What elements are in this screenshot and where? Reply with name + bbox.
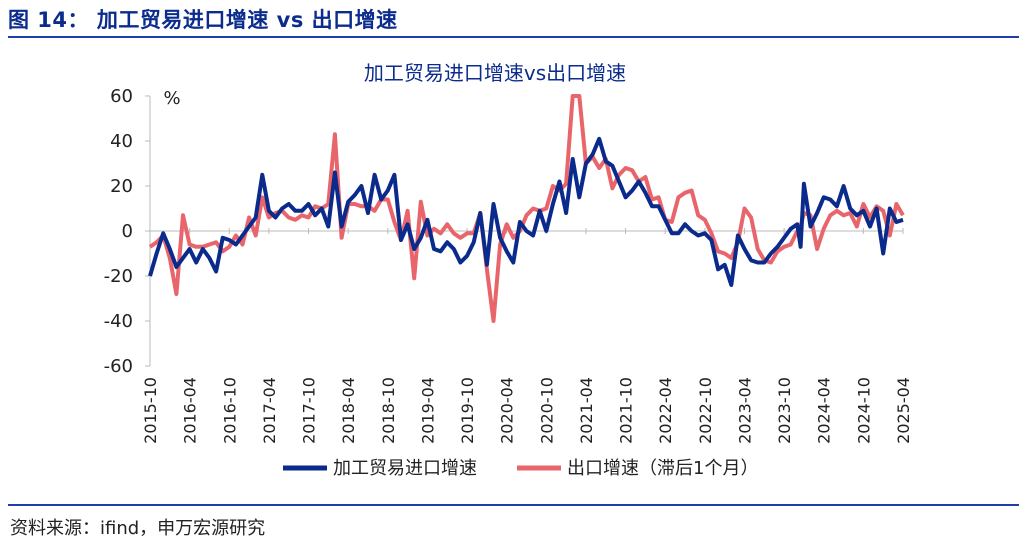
x-tick-label: 2015-10 xyxy=(141,377,160,444)
x-tick-label: 2023-04 xyxy=(735,377,754,444)
bottom-rule xyxy=(8,504,1019,506)
y-tick-label: 20 xyxy=(110,176,133,197)
legend-label: 加工贸易进口增速 xyxy=(333,458,477,479)
x-tick-label: 2018-10 xyxy=(379,377,398,444)
unit-label: % xyxy=(163,88,180,109)
x-tick-label: 2019-10 xyxy=(458,377,477,444)
figure-title: 图 14： 加工贸易进口增速 vs 出口增速 xyxy=(8,8,398,32)
x-tick-label: 2024-04 xyxy=(815,377,834,444)
x-tick-label: 2022-04 xyxy=(656,377,675,444)
x-tick-label: 2024-10 xyxy=(854,377,873,444)
legend: 加工贸易进口增速 出口增速（滞后1个月） xyxy=(283,458,758,479)
y-tick-label: -20 xyxy=(104,266,133,287)
x-tick-label: 2016-04 xyxy=(181,377,200,444)
line-chart: 加工贸易进口增速vs出口增速 % 60 40 20 0 -20 -40 -60 2015-10… xyxy=(104,61,913,479)
x-tick-label: 2021-04 xyxy=(577,377,596,444)
series-line-processing-imports xyxy=(148,136,904,287)
x-tick-label: 2016-10 xyxy=(220,377,239,444)
y-tick-label: -60 xyxy=(104,356,133,377)
x-tick-label: 2018-04 xyxy=(339,377,358,444)
series-lines xyxy=(148,94,905,323)
y-tick-label: -40 xyxy=(104,311,133,332)
source-note: 资料来源：ifind，申万宏源研究 xyxy=(10,518,266,539)
legend-label: 出口增速（滞后1个月） xyxy=(567,458,758,479)
x-tick-label: 2017-10 xyxy=(300,377,319,444)
x-tick-label: 2019-04 xyxy=(418,377,437,444)
x-tick-label: 2023-10 xyxy=(775,377,794,444)
x-tick-label: 2020-10 xyxy=(537,377,556,444)
x-tick-label: 2020-04 xyxy=(498,377,517,444)
x-tick-label: 2021-10 xyxy=(617,377,636,444)
y-tick-label: 40 xyxy=(110,131,133,152)
y-tick-label: 60 xyxy=(110,86,133,107)
x-tick-label: 2025-04 xyxy=(894,377,913,444)
chart-title: 加工贸易进口增速vs出口增速 xyxy=(364,61,626,85)
x-tick-label: 2017-04 xyxy=(260,377,279,444)
axes: 60 40 20 0 -20 -40 -60 2015-10 2016-04 2016-10 201… xyxy=(104,86,913,444)
y-tick-label: 0 xyxy=(122,221,133,242)
top-rule xyxy=(8,36,1019,38)
series-line-exports xyxy=(148,94,905,323)
x-tick-label: 2022-10 xyxy=(696,377,715,444)
